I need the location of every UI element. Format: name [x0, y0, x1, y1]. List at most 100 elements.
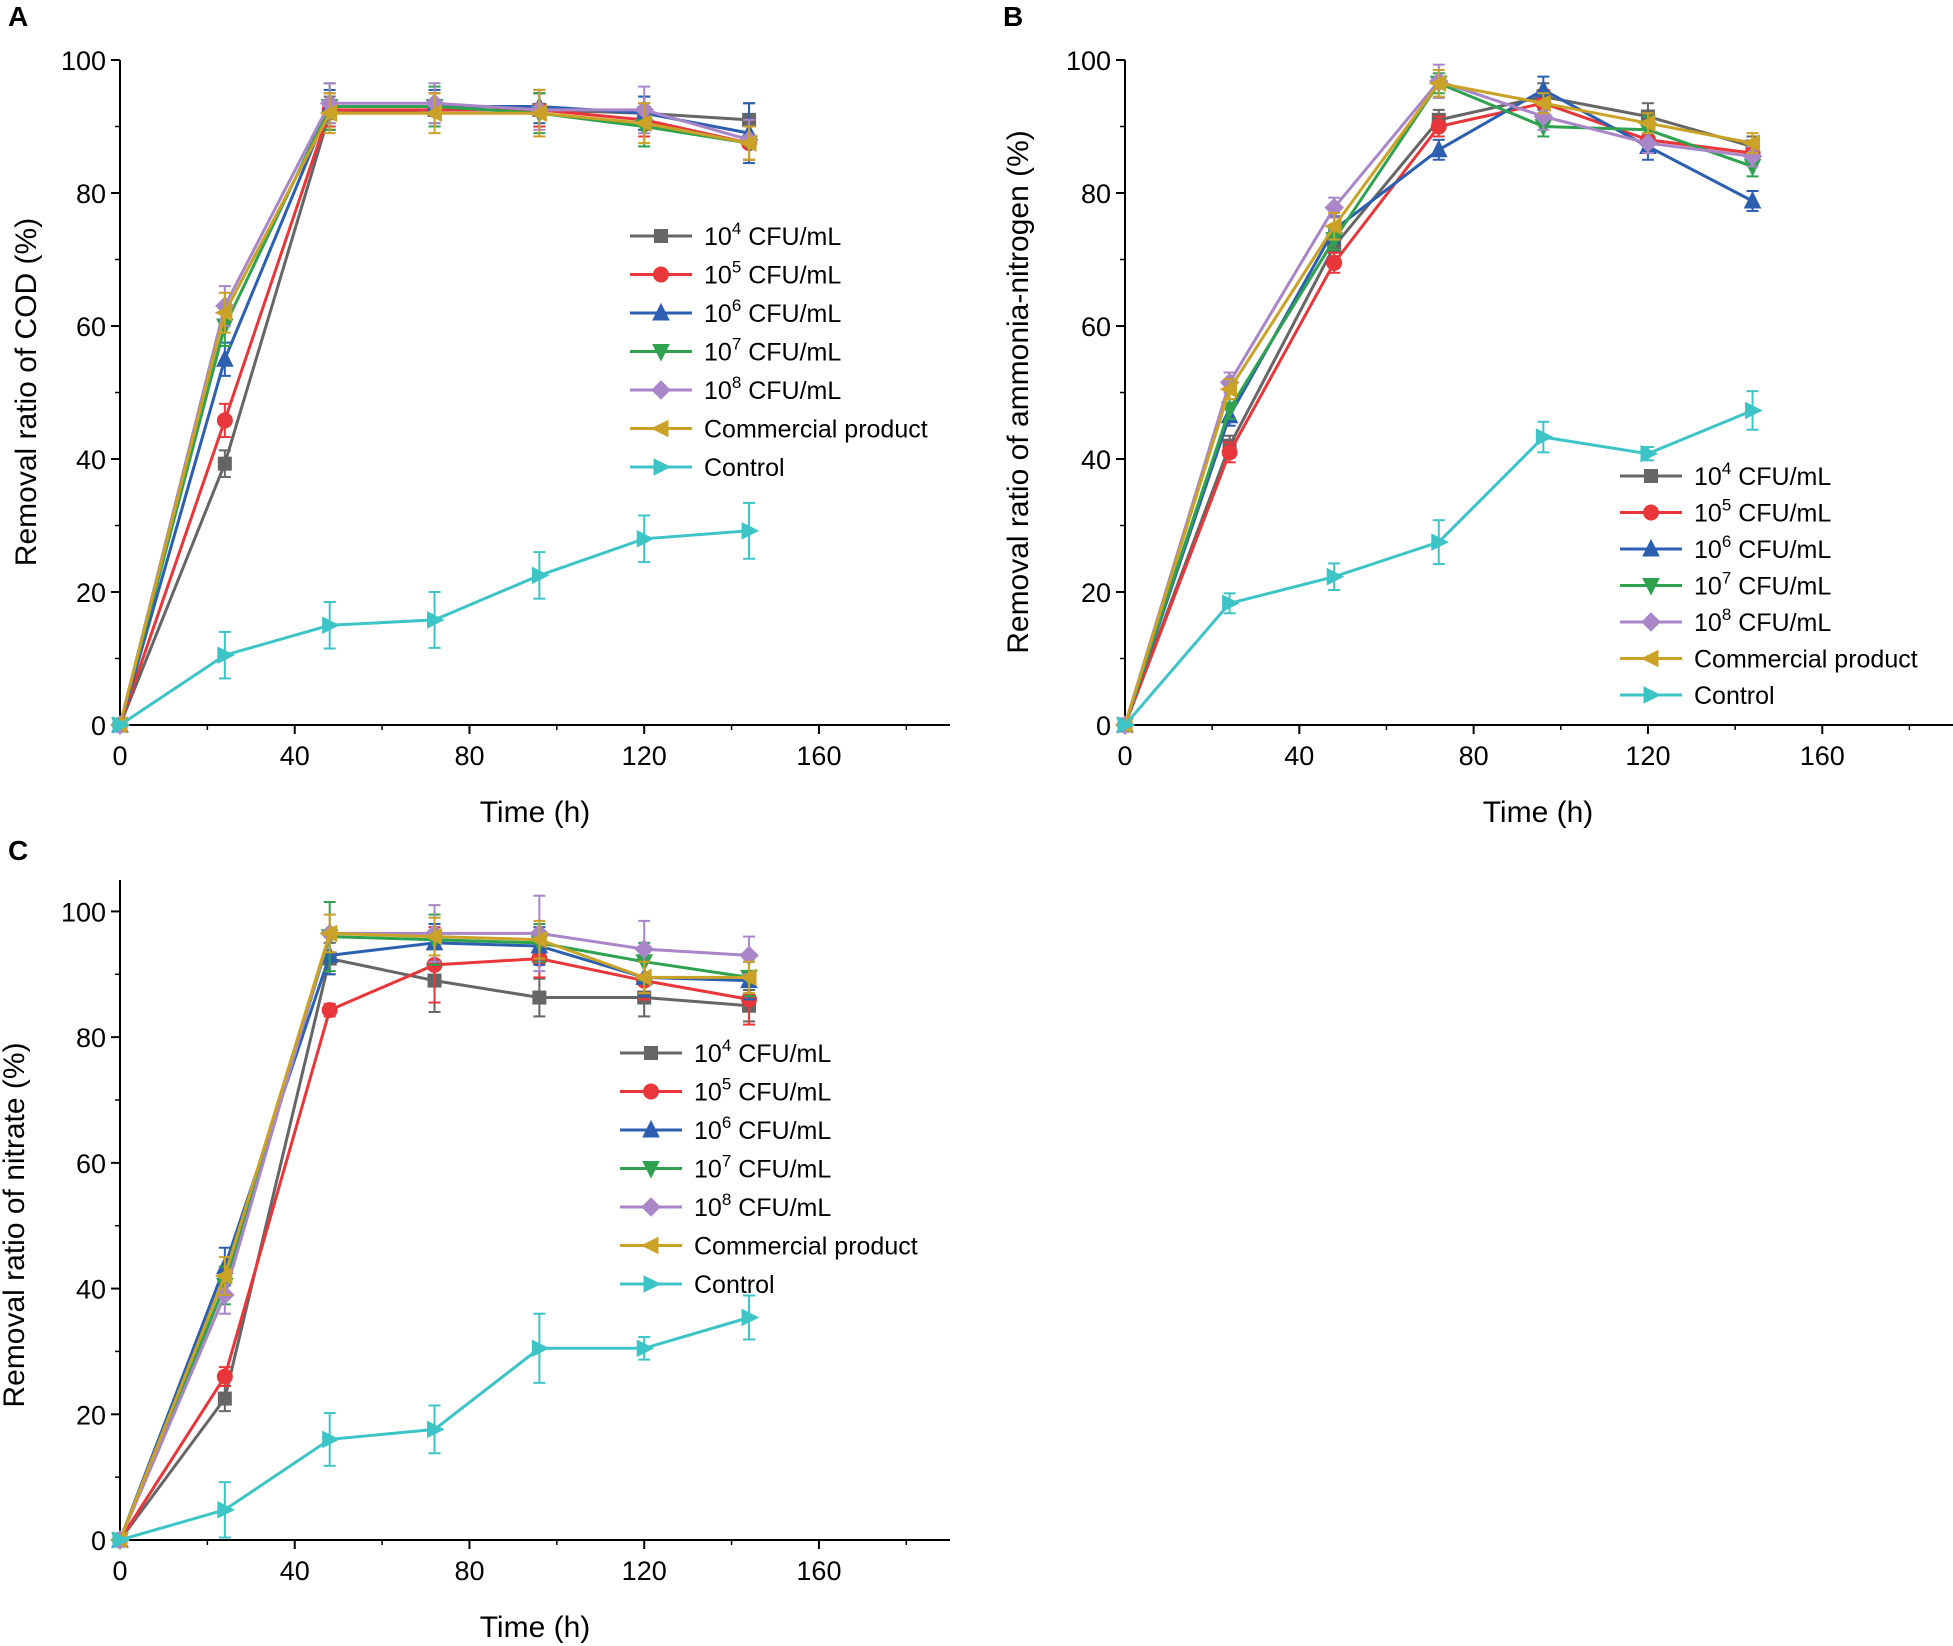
panel-b-data-point — [1430, 118, 1447, 135]
panel-a-legend-entry: 107 CFU/mL — [630, 335, 841, 367]
panel-c-y-tick-label: 40 — [76, 1275, 106, 1305]
panel-c-legend-entry: 105 CFU/mL — [620, 1075, 831, 1107]
panel-c-data-point — [636, 1339, 655, 1358]
panel-b-legend-label: Control — [1694, 682, 1775, 710]
panel-b-data-point — [1640, 444, 1659, 463]
panel-c-data-point — [532, 990, 547, 1005]
panel-b-data-point — [1221, 444, 1238, 461]
panel-b-y-tick-label: 80 — [1081, 179, 1111, 209]
panel-c-legend-marker — [641, 1197, 661, 1217]
panel-c-legend-marker — [642, 1119, 660, 1138]
panel-a-data-point — [531, 566, 550, 585]
panel-c-legend-entry: 106 CFU/mL — [620, 1113, 831, 1145]
panel-a-data-point — [217, 456, 232, 471]
panel-b-legend-marker — [1643, 686, 1662, 704]
panel-b-legend-marker — [1640, 649, 1659, 668]
panel-a-y-tick-label: 20 — [76, 578, 106, 608]
panel-a-y-axis-label: Removal ratio of COD (%) — [10, 218, 43, 566]
panel-c-series-2 — [112, 926, 758, 1548]
panel-a-data-point — [424, 104, 443, 123]
panel-a-legend: 104 CFU/mL 105 CFU/mL 106 CFU/mL 107 CFU/mL… — [630, 219, 928, 482]
panel-b-series-line — [1123, 81, 1753, 726]
panel-b-legend-marker — [1641, 612, 1661, 632]
panel-a-y-tick-label: 100 — [61, 46, 106, 76]
panel-b-legend-label: 106 CFU/mL — [1694, 532, 1831, 564]
panel-b-legend-label: Commercial product — [1694, 646, 1918, 674]
panel-a-series-7 — [112, 501, 760, 734]
panel-c-data-point — [634, 939, 654, 959]
panel-b-y-axis-label: Removal ratio of ammonia-nitrogen (%) — [1002, 130, 1035, 654]
panel-b-legend-label: 105 CFU/mL — [1694, 496, 1831, 528]
panel-c-legend-marker — [643, 1275, 662, 1293]
panel-c-legend-marker — [640, 1236, 659, 1255]
panel-a-x-tick-label: 0 — [112, 741, 127, 771]
panel-b-chart: B Time (h) Removal ratio of ammonia-nitr… — [1002, 1, 1953, 829]
panel-b-legend-marker — [1642, 538, 1660, 557]
panel-b-series-line — [1123, 95, 1753, 726]
panel-b-data-point — [1428, 74, 1447, 93]
panel-c-data-point — [634, 968, 652, 987]
panel-b-x-tick-label: 120 — [1625, 741, 1670, 771]
panel-b-y-tick-label: 0 — [1096, 711, 1111, 741]
panel-c-legend-label: 108 CFU/mL — [694, 1190, 831, 1222]
panel-c-legend-entry: 107 CFU/mL — [620, 1152, 831, 1184]
panel-c-legend-label: 107 CFU/mL — [694, 1152, 831, 1184]
panel-b-x-axis-label: Time (h) — [1483, 796, 1594, 829]
panel-c-x-tick-label: 80 — [454, 1556, 484, 1586]
panel-a-chart: A Time (h) Removal ratio of COD (%) 0 40 8… — [8, 1, 950, 829]
panel-b-data-point — [1326, 567, 1345, 586]
panel-a-x-tick-label: 120 — [622, 741, 667, 771]
panel-c-legend-label: Commercial product — [694, 1233, 918, 1261]
panel-b-series-7 — [1117, 390, 1763, 734]
panel-a-legend-label: 104 CFU/mL — [704, 219, 841, 251]
panel-c-data-point — [427, 1420, 445, 1439]
panel-c-legend: 104 CFU/mL 105 CFU/mL 106 CFU/mL 107 CFU/mL… — [620, 1036, 918, 1299]
panel-b-data-point — [1429, 139, 1448, 158]
panel-b-series-1 — [1118, 82, 1760, 732]
panel-c-chart: C Time (h) Removal ratio of nitrate (%) … — [0, 835, 950, 1644]
panel-a-legend-entry: Control — [630, 454, 785, 482]
panel-c-data-point — [217, 1501, 235, 1519]
panel-b-data-point — [1535, 428, 1554, 446]
panel-a-y-tick-label: 0 — [91, 711, 106, 741]
panel-c-data-point — [112, 1531, 131, 1549]
panel-b-series-line — [1123, 88, 1754, 726]
panel-a-legend-entry: 104 CFU/mL — [630, 219, 841, 251]
panel-b-series-2 — [1117, 88, 1761, 733]
panel-c-y-tick-label: 60 — [76, 1149, 106, 1179]
panel-c-data-point — [216, 1368, 233, 1385]
panel-b-series-line — [1123, 79, 1753, 726]
panel-c-x-tick-label: 0 — [112, 1556, 127, 1586]
panel-c-series-6 — [109, 913, 757, 1549]
panel-a-x-tick-label: 80 — [454, 741, 484, 771]
panel-c-x-tick-label: 160 — [796, 1556, 841, 1586]
panel-a-legend-label: 105 CFU/mL — [704, 258, 841, 290]
panel-b-legend-label: 107 CFU/mL — [1694, 569, 1831, 601]
panel-a-data-point — [738, 134, 757, 152]
panel-b-series-6 — [1114, 68, 1761, 734]
panel-a-legend-label: 107 CFU/mL — [704, 335, 841, 367]
panel-c-legend-marker — [642, 1161, 660, 1179]
panel-b-data-point — [1326, 254, 1343, 271]
panel-c-data-point — [322, 1430, 340, 1449]
panel-a-data-point — [741, 522, 760, 540]
panel-b-data-point — [1324, 217, 1342, 236]
panel-c-legend-label: Control — [694, 1271, 775, 1299]
panel-a-legend-label: Commercial product — [704, 416, 928, 444]
panel-a-legend-entry: 105 CFU/mL — [630, 258, 841, 290]
panel-a-data-point — [529, 104, 547, 123]
panel-b-data-point — [1638, 133, 1658, 153]
panel-b-legend-entry: 108 CFU/mL — [1620, 605, 1831, 637]
panel-a-legend-marker — [652, 302, 670, 321]
panel-c-data-point — [319, 924, 338, 943]
panel-a-data-point — [636, 529, 655, 548]
panel-b-series-line — [1123, 81, 1753, 726]
panel-a-x-tick-label: 40 — [280, 741, 310, 771]
panel-a-data-point — [112, 716, 131, 734]
panel-a-legend-entry: 106 CFU/mL — [630, 296, 841, 328]
panel-a-y-tick-label: 60 — [76, 312, 106, 342]
panel-c-legend-entry: 104 CFU/mL — [620, 1036, 831, 1068]
panel-a-x-tick-label: 160 — [796, 741, 841, 771]
panel-c-data-point — [424, 927, 443, 946]
